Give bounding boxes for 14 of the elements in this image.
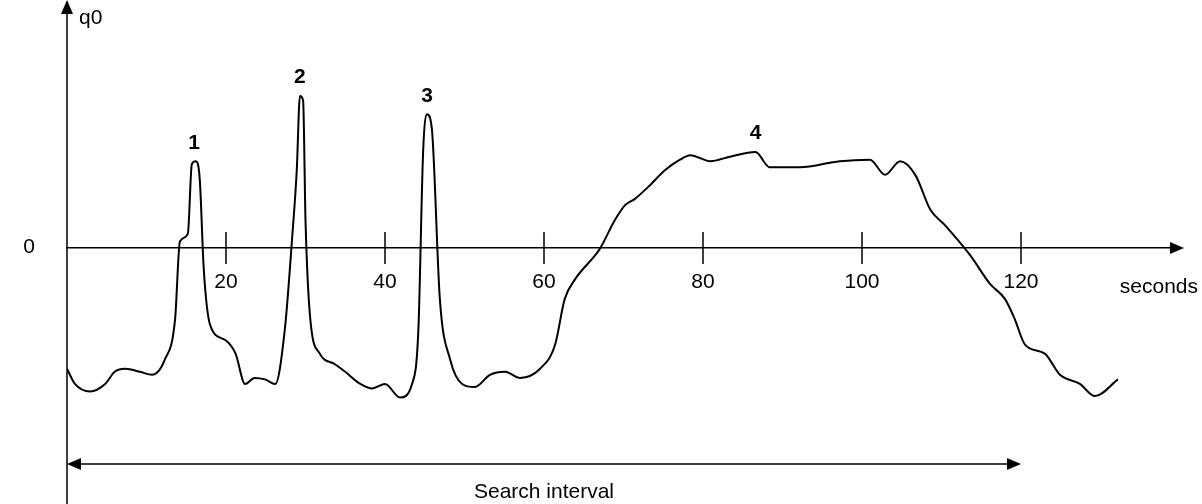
annotation: 4 — [749, 120, 762, 144]
annotation: 2 — [294, 64, 306, 88]
x-axis-title: seconds — [1119, 274, 1198, 298]
annotation: 3 — [421, 82, 433, 106]
y-axis-title: q0 — [79, 4, 103, 28]
x-tick-label: 20 — [214, 268, 238, 292]
x-tick-label: 100 — [844, 268, 880, 292]
x-tick-label: 120 — [1003, 268, 1039, 292]
text: 0 — [23, 234, 35, 258]
x-tick-label: 80 — [691, 268, 715, 292]
text: Search interval — [473, 478, 615, 502]
annotation: 1 — [188, 129, 201, 153]
x-tick-label: 40 — [373, 268, 397, 292]
x-tick-label: 60 — [532, 268, 556, 292]
